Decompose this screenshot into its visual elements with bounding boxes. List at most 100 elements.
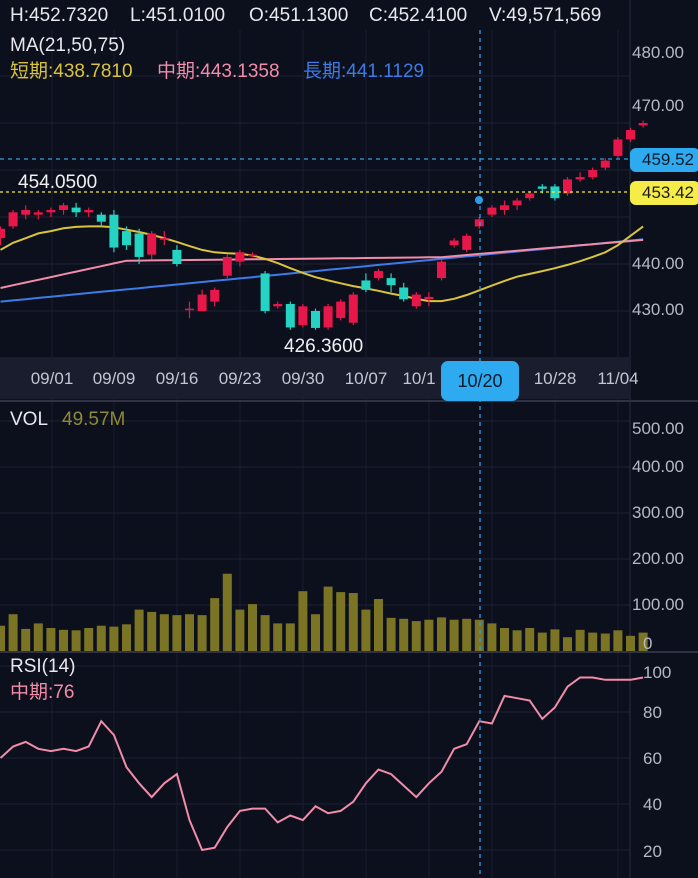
candle-body <box>399 287 409 300</box>
current-price-tag: 453.42 <box>630 181 698 205</box>
candle-body <box>59 205 68 210</box>
volume-bar <box>323 586 333 651</box>
volume-bar <box>260 615 270 651</box>
volume-bar <box>197 615 207 651</box>
ma-mid-line <box>0 238 644 289</box>
current-price: 453.42 <box>642 183 694 202</box>
volume-bar <box>147 611 157 651</box>
candle-body <box>386 278 396 286</box>
high-value: H:452.7320 <box>10 5 109 26</box>
price-tick: 470.00 <box>632 96 684 115</box>
volume-bar <box>449 619 459 651</box>
candle-body <box>361 280 371 290</box>
candle-body <box>500 205 509 210</box>
candle-body <box>626 130 635 140</box>
ma-title[interactable]: MA(21,50,75) <box>10 35 126 56</box>
rsi-tick: 60 <box>643 749 662 768</box>
candle-body <box>235 252 245 262</box>
candle-body <box>71 207 81 213</box>
candle-body <box>248 254 257 257</box>
volume-bar <box>512 630 522 651</box>
crosshair-price: 459.52 <box>642 150 694 169</box>
volume-bar <box>386 617 396 651</box>
date-tick: 09/23 <box>218 369 262 388</box>
volume-bar <box>575 629 585 651</box>
volume-bar <box>563 637 572 651</box>
vol-tick: 500.00 <box>632 419 684 438</box>
date-tick: 10/07 <box>344 369 388 388</box>
open-value: O:451.1300 <box>249 5 349 26</box>
candle-body <box>348 294 358 323</box>
crosshair-point <box>475 196 483 204</box>
volume-bar <box>109 626 119 651</box>
price-tick: 480.00 <box>632 43 684 62</box>
candle-body <box>8 212 18 227</box>
volume-bar <box>285 623 295 651</box>
candle-body <box>147 233 157 255</box>
candle-body <box>21 209 31 215</box>
rsi-title[interactable]: RSI(14) <box>10 656 76 677</box>
rsi-tick: 40 <box>643 795 662 814</box>
candle-body <box>273 303 283 307</box>
volume-bar <box>474 619 484 651</box>
candle-body <box>462 235 472 250</box>
candle-body <box>84 209 94 213</box>
date-tick: 10/28 <box>533 369 577 388</box>
volume-bar <box>235 609 245 651</box>
volume-bar <box>613 630 623 651</box>
volume-bar <box>96 625 106 651</box>
vol-title[interactable]: VOL <box>10 409 49 430</box>
date-tick: 11/04 <box>597 369 639 388</box>
candle-body <box>537 186 547 189</box>
vol-tick: 400.00 <box>632 457 684 476</box>
volume-bar <box>462 618 472 651</box>
vol-value: 49.57M <box>62 409 126 430</box>
date-tick: 09/01 <box>30 369 74 388</box>
volume-bar <box>600 633 610 651</box>
volume-bar <box>134 609 144 651</box>
volume-bar <box>638 632 648 651</box>
candle-body <box>159 238 169 240</box>
volume-bar <box>210 598 220 651</box>
volume-bar <box>424 619 434 651</box>
volume-bar <box>248 604 257 651</box>
candle-body <box>638 123 648 126</box>
candle-body <box>311 311 320 328</box>
volume-bar <box>399 618 409 651</box>
candle-body <box>411 294 421 307</box>
volume-bar <box>222 573 232 651</box>
candle-body <box>109 214 119 248</box>
candle-body <box>122 231 131 246</box>
rsi-line <box>0 676 644 852</box>
candlestick-series <box>0 120 648 330</box>
date-tick: 10/1 <box>402 369 436 388</box>
crosshair-price-tag: 459.52 <box>630 148 698 172</box>
candle-body <box>613 139 623 156</box>
candle-body <box>33 212 43 215</box>
candle-body <box>172 249 182 264</box>
candle-body <box>512 200 522 206</box>
volume-bar <box>21 628 31 651</box>
candle-body <box>563 179 572 194</box>
date-tick: 09/16 <box>155 369 199 388</box>
candle-body <box>185 308 194 311</box>
candle-body <box>323 306 333 328</box>
rsi-tick: 100 <box>643 663 672 682</box>
date-tick: 09/09 <box>92 369 136 388</box>
candle-body <box>487 207 497 215</box>
candle-body <box>222 256 232 276</box>
volume-bar <box>298 591 308 651</box>
candle-body <box>575 177 585 180</box>
volume-bar <box>537 632 547 651</box>
candle-body <box>46 209 56 213</box>
volume-bar <box>185 614 194 651</box>
candle-body <box>474 219 484 227</box>
candle-body <box>134 233 144 257</box>
volume-bar <box>59 629 68 651</box>
candle-body <box>374 271 383 279</box>
volume-bar <box>361 609 371 651</box>
volume-series <box>0 573 648 651</box>
volume-bar <box>336 592 346 651</box>
